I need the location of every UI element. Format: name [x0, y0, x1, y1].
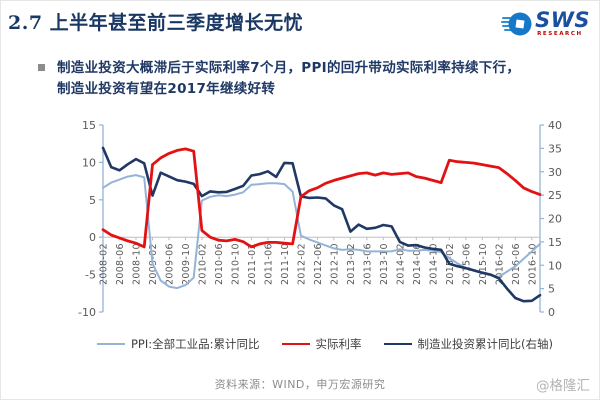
bullet-text: 制造业投资大概滞后于实际利率7个月，PPI的回升带动实际利率持续下行， 制造业投… [57, 58, 520, 100]
svg-text:35: 35 [548, 142, 562, 155]
ppi-line-swatch [97, 343, 125, 345]
svg-text:40: 40 [548, 119, 562, 132]
watermark: @格隆汇 [536, 378, 590, 394]
svg-text:2014-06: 2014-06 [412, 243, 423, 285]
source-note: 资料来源：WIND，申万宏源研究 [214, 378, 386, 391]
logo-wordmark: SWS [535, 8, 590, 33]
bullet-point: 制造业投资大概滞后于实际利率7个月，PPI的回升带动实际利率持续下行， 制造业投… [38, 58, 578, 100]
svg-text:2013-10: 2013-10 [379, 243, 390, 285]
svg-text:5: 5 [89, 194, 96, 207]
sws-logo-text: SWS RESEARCH [535, 10, 590, 38]
svg-text:2014-02: 2014-02 [395, 243, 406, 285]
svg-text:2014-10: 2014-10 [428, 243, 439, 285]
svg-text:2016-10: 2016-10 [527, 243, 538, 285]
legend-label-ppi: PPI:全部工业品:累计同比 [131, 337, 260, 351]
mfg-line-swatch [383, 343, 412, 345]
svg-text:2016-02: 2016-02 [494, 243, 505, 285]
svg-text:2009-06: 2009-06 [164, 243, 175, 285]
svg-text:15: 15 [548, 236, 562, 249]
legend-item-real-rate: 实际利率 [281, 336, 362, 352]
legend-label-real-rate: 实际利率 [315, 337, 362, 351]
sws-logo: SWS RESEARCH [501, 8, 590, 40]
svg-text:25: 25 [548, 189, 562, 202]
svg-text:2011-10: 2011-10 [280, 243, 291, 285]
svg-text:20: 20 [548, 213, 562, 226]
svg-text:2012-02: 2012-02 [296, 243, 307, 285]
bullet-line-1: 制造业投资大概滞后于实际利率7个月，PPI的回升带动实际利率持续下行， [57, 60, 521, 76]
sws-logo-icon [501, 12, 532, 36]
svg-text:2015-06: 2015-06 [461, 243, 472, 285]
legend-item-ppi: PPI:全部工业品:累计同比 [97, 336, 260, 352]
svg-text:2013-06: 2013-06 [362, 243, 373, 285]
svg-text:2009-10: 2009-10 [181, 243, 192, 285]
svg-text:10: 10 [548, 259, 562, 272]
svg-text:2016-06: 2016-06 [511, 243, 522, 285]
svg-text:10: 10 [82, 156, 96, 169]
svg-text:2015-10: 2015-10 [478, 243, 489, 285]
svg-text:0: 0 [89, 231, 96, 244]
logo-subtext: RESEARCH [537, 31, 583, 38]
svg-text:2008-02: 2008-02 [99, 243, 110, 285]
real-rate-line-swatch [281, 343, 310, 345]
svg-text:-5: -5 [85, 269, 96, 282]
chart-legend: PPI:全部工业品:累计同比 实际利率 制造业投资累计同比(右轴) [60, 336, 590, 352]
svg-text:2011-06: 2011-06 [263, 243, 274, 285]
page-title: 2.7 上半年甚至前三季度增长无忧 [8, 12, 304, 34]
svg-text:5: 5 [548, 283, 555, 296]
bullet-square-icon [38, 64, 45, 71]
svg-text:2010-06: 2010-06 [214, 243, 225, 285]
svg-text:2012-10: 2012-10 [329, 243, 340, 285]
svg-text:2008-06: 2008-06 [115, 243, 126, 285]
svg-text:30: 30 [548, 166, 562, 179]
svg-text:2010-02: 2010-02 [197, 243, 208, 285]
svg-text:2013-02: 2013-02 [346, 243, 357, 285]
svg-text:0: 0 [548, 306, 555, 319]
svg-text:2008-10: 2008-10 [131, 243, 142, 285]
bullet-line-2: 制造业投资有望在2017年继续好转 [57, 80, 276, 97]
svg-text:2010-10: 2010-10 [230, 243, 241, 285]
svg-text:15: 15 [82, 119, 96, 132]
legend-label-mfg: 制造业投资累计同比(右轴) [417, 337, 553, 351]
svg-text:2011-02: 2011-02 [247, 243, 258, 285]
svg-text:-10: -10 [78, 306, 96, 319]
legend-item-mfg: 制造业投资累计同比(右轴) [383, 336, 553, 352]
svg-text:2012-06: 2012-06 [313, 243, 324, 285]
